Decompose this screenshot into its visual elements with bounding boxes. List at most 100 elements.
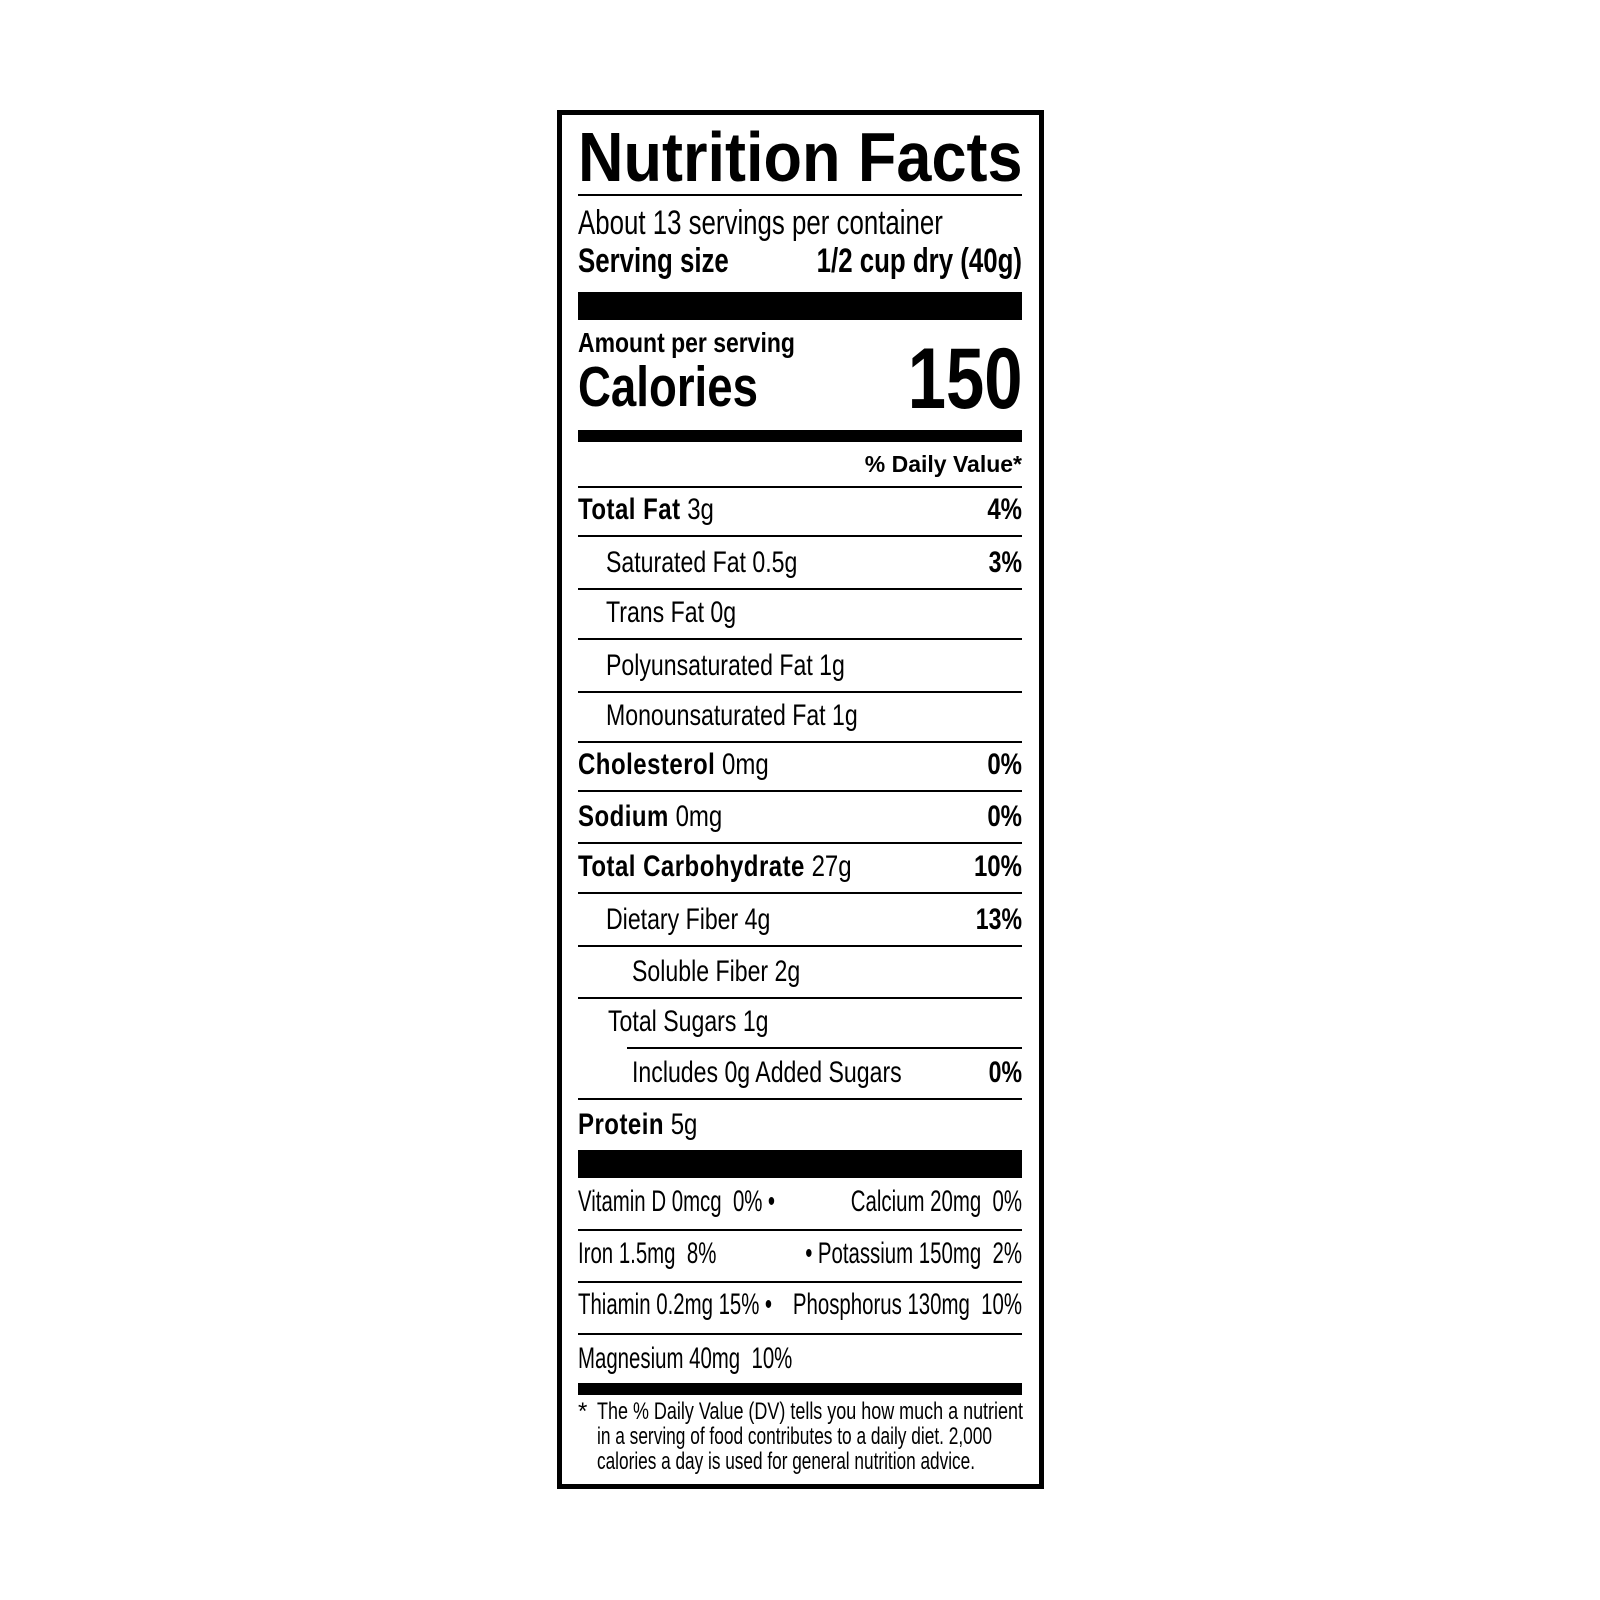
- micronutrient-left: Iron 1.5mg 8%: [578, 1237, 717, 1271]
- nutrient-amount: 1g: [832, 699, 858, 733]
- nutrient-label: Monounsaturated Fat: [606, 699, 826, 733]
- nutrient-name: Cholesterol 0mg: [578, 750, 769, 780]
- medium-divider: [578, 1383, 1022, 1395]
- serving-size-row: Serving size 1/2 cup dry (40g): [578, 244, 1022, 278]
- nutrient-label: Polyunsaturated Fat: [606, 649, 813, 683]
- nutrient-name: Saturated Fat 0.5g: [606, 548, 797, 578]
- footnote-line: The % Daily Value (DV) tells you how muc…: [597, 1398, 1023, 1426]
- nutrient-divider: [627, 1047, 1022, 1049]
- micronutrient-left: Magnesium 40mg 10%: [578, 1342, 793, 1376]
- nutrient-row: Dietary Fiber 4g 13%: [606, 905, 1022, 935]
- nutrient-amount: 27g: [811, 850, 852, 884]
- nutrient-name: Total Carbohydrate 27g: [578, 852, 852, 882]
- nutrient-divider: [578, 535, 1022, 537]
- footnote-line: in a serving of food contributes to a da…: [597, 1423, 992, 1451]
- nutrient-row: Polyunsaturated Fat 1g: [606, 651, 1022, 681]
- daily-value-divider: [578, 486, 1022, 488]
- micronutrient-divider: [578, 1229, 1022, 1231]
- nutrient-row: Monounsaturated Fat 1g: [606, 701, 1022, 731]
- nutrient-name: Protein 5g: [578, 1110, 697, 1140]
- nutrient-label: Includes 0g Added Sugars: [632, 1056, 902, 1090]
- micronutrient-divider: [578, 1281, 1022, 1283]
- nutrient-name: Total Fat 3g: [578, 495, 714, 525]
- nutrient-divider: [578, 741, 1022, 743]
- nutrient-daily-value: 3%: [988, 546, 1022, 580]
- nutrient-label: Soluble Fiber: [632, 955, 769, 989]
- nutrient-row: Total Carbohydrate 27g 10%: [578, 852, 1022, 882]
- bullet-separator: •: [805, 1237, 813, 1271]
- nutrient-row: Trans Fat 0g: [606, 598, 1022, 628]
- nutrient-divider: [578, 1098, 1022, 1100]
- nutrient-divider: [578, 945, 1022, 947]
- nutrient-label: Sodium: [578, 800, 669, 834]
- nutrient-amount: 1g: [742, 1005, 769, 1039]
- nutrient-divider: [578, 691, 1022, 693]
- nutrient-row: Includes 0g Added Sugars 0%: [632, 1058, 1022, 1088]
- nutrient-row: Total Fat 3g 4%: [578, 495, 1022, 525]
- nutrient-label: Total Carbohydrate: [578, 850, 805, 884]
- nutrient-divider: [578, 790, 1022, 792]
- calories-value: 150: [907, 331, 1022, 428]
- nutrient-name: Soluble Fiber 2g: [632, 957, 800, 987]
- micronutrient-left: Thiamin 0.2mg 15%: [578, 1288, 760, 1322]
- nutrient-label: Total Fat: [578, 493, 681, 527]
- nutrient-amount: 4g: [744, 903, 771, 937]
- bullet-separator: •: [764, 1288, 773, 1322]
- footnote-marker: *: [578, 1398, 588, 1426]
- micronutrient-left: Vitamin D 0mcg 0%: [578, 1185, 763, 1219]
- nutrient-name: Polyunsaturated Fat 1g: [606, 651, 845, 681]
- nutrient-daily-value: 13%: [975, 903, 1022, 937]
- serving-size-value: 1/2 cup dry (40g): [816, 241, 1022, 280]
- micronutrient-row: Magnesium 40mg 10%: [578, 1344, 1022, 1374]
- nutrient-daily-value: 0%: [987, 748, 1022, 782]
- micronutrient-right: Potassium 150mg 2%: [817, 1237, 1022, 1271]
- micronutrient-row: Thiamin 0.2mg 15% • Phosphorus 130mg 10%: [578, 1290, 1022, 1320]
- nutrient-row: Soluble Fiber 2g: [632, 957, 1022, 987]
- nutrient-amount: 3g: [687, 493, 714, 527]
- micronutrient-right: Phosphorus 130mg 10%: [792, 1288, 1022, 1322]
- label-title: Nutrition Facts: [578, 117, 1023, 196]
- nutrient-row: Saturated Fat 0.5g 3%: [606, 548, 1022, 578]
- nutrient-label: Trans Fat: [606, 596, 704, 630]
- nutrient-divider: [578, 997, 1022, 999]
- medium-divider: [578, 430, 1022, 442]
- micronutrient-divider: [578, 1333, 1022, 1335]
- nutrient-divider: [578, 638, 1022, 640]
- footnote-line: calories a day is used for general nutri…: [597, 1448, 975, 1476]
- nutrient-name: Dietary Fiber 4g: [606, 905, 770, 935]
- nutrient-daily-value: 4%: [987, 493, 1022, 527]
- nutrient-amount: 5g: [670, 1108, 698, 1142]
- nutrient-daily-value: 10%: [973, 850, 1022, 884]
- nutrient-row: Total Sugars 1g: [608, 1007, 1022, 1037]
- nutrient-amount: 0g: [710, 596, 737, 630]
- daily-value-header: % Daily Value*: [864, 451, 1022, 478]
- micronutrient-right: Calcium 20mg 0%: [850, 1185, 1022, 1219]
- nutrient-amount: 0.5g: [752, 546, 798, 580]
- nutrient-divider: [578, 842, 1022, 844]
- serving-size-label: Serving size: [578, 241, 729, 280]
- nutrient-amount: 0mg: [721, 748, 769, 782]
- nutrient-name: Total Sugars 1g: [608, 1007, 769, 1037]
- nutrient-amount: 1g: [819, 649, 845, 683]
- nutrient-name: Monounsaturated Fat 1g: [606, 701, 858, 731]
- nutrient-row: Cholesterol 0mg 0%: [578, 750, 1022, 780]
- nutrient-amount: 0mg: [675, 800, 723, 834]
- calories-label: Calories: [578, 354, 758, 419]
- micronutrient-row: Iron 1.5mg 8% • Potassium 150mg 2%: [578, 1239, 1022, 1269]
- nutrition-facts-label: [557, 110, 1044, 1489]
- nutrient-label: Total Sugars: [608, 1005, 737, 1039]
- nutrient-row: Sodium 0mg 0%: [578, 802, 1022, 832]
- nutrient-divider: [578, 588, 1022, 590]
- thick-divider: [578, 292, 1022, 320]
- nutrient-amount: 2g: [774, 955, 801, 989]
- nutrient-label: Saturated Fat: [606, 546, 746, 580]
- thick-divider: [578, 1150, 1022, 1178]
- nutrient-name: Includes 0g Added Sugars: [632, 1058, 902, 1088]
- servings-per-container: About 13 servings per container: [578, 203, 943, 242]
- nutrient-label: Cholesterol: [578, 748, 716, 782]
- bullet-separator: •: [767, 1185, 776, 1219]
- nutrient-label: Dietary Fiber: [606, 903, 739, 937]
- nutrient-row: Protein 5g: [578, 1110, 1022, 1140]
- nutrient-name: Trans Fat 0g: [606, 598, 736, 628]
- nutrient-name: Sodium 0mg: [578, 802, 722, 832]
